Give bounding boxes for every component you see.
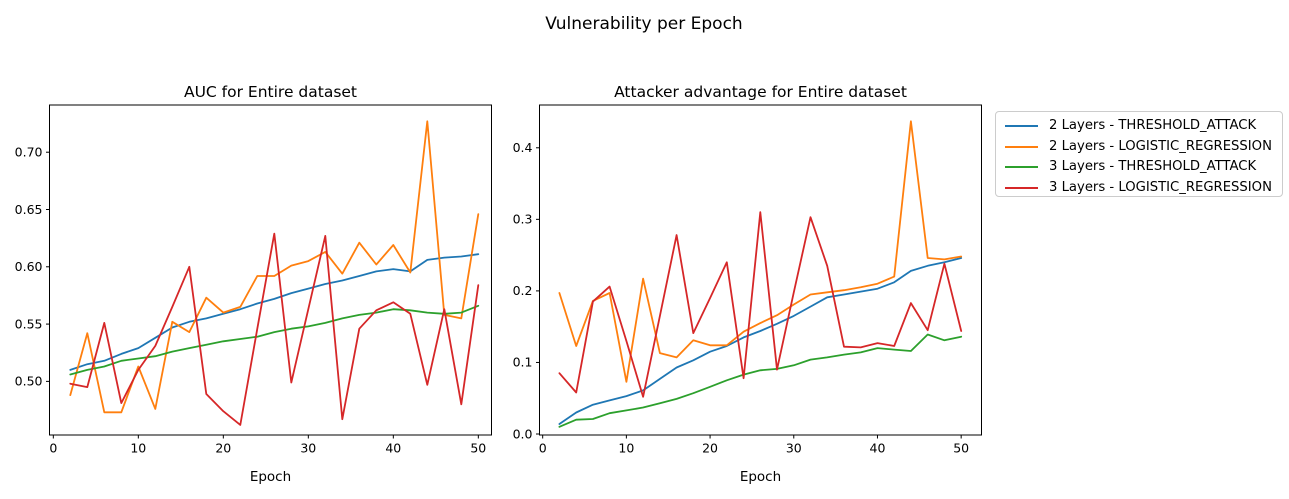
legend-line-swatch: [1005, 186, 1038, 189]
right-plot-line-3-layers-logistic-regression: [558, 211, 963, 398]
legend-line-swatch: [1005, 125, 1038, 128]
left-plot-x-tick-label: 50: [470, 441, 486, 456]
right-plot-x-tick-label: 0: [539, 441, 547, 456]
legend-line-swatch: [1005, 166, 1038, 169]
left-plot-x-tick-label: 20: [215, 441, 231, 456]
right-plot-x-tick-label: 10: [618, 441, 634, 456]
legend-label: 3 Layers - LOGISTIC_REGRESSION: [1049, 179, 1272, 195]
legend: 2 Layers - THRESHOLD_ATTACK 2 Layers - LO…: [995, 111, 1283, 197]
figure-title: Vulnerability per Epoch: [545, 14, 742, 34]
left-plot-x-tick-label: 0: [49, 441, 57, 456]
left-plot-line-3-layers-threshold-attack: [69, 304, 480, 376]
right-plot-y-tick-label: 0.4: [513, 140, 533, 155]
right-plot-x-tick-label: 30: [786, 441, 802, 456]
right-plot-axes-frame: [539, 104, 982, 436]
left-plot-title: AUC for Entire dataset: [184, 83, 357, 101]
left-plot-axes-frame: [49, 104, 492, 436]
left-plot-line-2-layers-logistic-regression: [69, 120, 480, 414]
axes-layer: 0 10 20 30 40 50 0.50 0.55 0.60 0.65 0.70 0 10 20 30 40…: [15, 104, 982, 456]
legend-label: 3 Layers - THRESHOLD_ATTACK: [1049, 159, 1257, 174]
right-plot-y-tick-label: 0.3: [513, 212, 533, 227]
legend-item-2-layers-logistic-regression: 2 Layers - LOGISTIC_REGRESSION: [1005, 137, 1282, 158]
legend-item-3-layers-threshold-attack: 3 Layers - THRESHOLD_ATTACK: [1005, 157, 1282, 178]
left-plot-y-tick-label: 0.55: [15, 316, 43, 331]
left-plot-y-tick-label: 0.65: [15, 202, 43, 217]
right-plot-y-tick-label: 0.1: [513, 355, 533, 370]
right-plot-y-tick-label: 0.2: [513, 283, 533, 298]
right-x-axis-label: Epoch: [740, 469, 781, 485]
left-plot-y-tick-label: 0.50: [15, 374, 43, 389]
right-plot-x-tick-label: 20: [702, 441, 718, 456]
right-plot-line-2-layers-logistic-regression: [558, 120, 963, 383]
legend-line-swatch: [1005, 145, 1038, 148]
left-plot-x-tick-label: 30: [300, 441, 316, 456]
left-x-axis-label: Epoch: [250, 469, 291, 485]
left-plot-x-tick-label: 40: [385, 441, 401, 456]
right-plot-line-3-layers-threshold-attack: [558, 333, 963, 428]
right-plot-y-tick-label: 0.0: [513, 426, 533, 441]
left-plot-y-tick-label: 0.70: [15, 145, 43, 160]
legend-item-2-layers-threshold-attack: 2 Layers - THRESHOLD_ATTACK: [1005, 116, 1282, 137]
left-plot-x-tick-label: 10: [130, 441, 146, 456]
left-plot-line-3-layers-logistic-regression: [69, 232, 480, 426]
legend-label: 2 Layers - THRESHOLD_ATTACK: [1049, 118, 1257, 133]
right-plot-x-tick-label: 50: [953, 441, 969, 456]
right-plot-title: Attacker advantage for Entire dataset: [614, 83, 907, 101]
right-plot-line-2-layers-threshold-attack: [558, 257, 963, 425]
legend-label: 2 Layers - LOGISTIC_REGRESSION: [1049, 138, 1272, 154]
left-plot-y-tick-label: 0.60: [15, 259, 43, 274]
legend-item-3-layers-logistic-regression: 3 Layers - LOGISTIC_REGRESSION: [1005, 178, 1282, 199]
right-plot-x-tick-label: 40: [870, 441, 886, 456]
